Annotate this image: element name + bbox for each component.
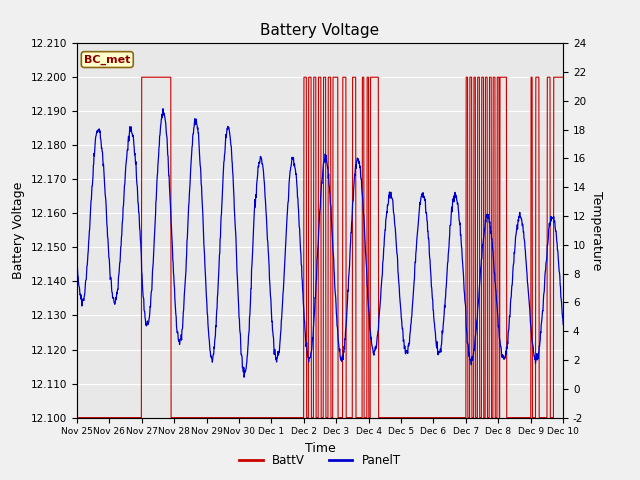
Y-axis label: Temperature: Temperature	[590, 191, 603, 270]
Title: Battery Voltage: Battery Voltage	[260, 23, 380, 38]
Y-axis label: Battery Voltage: Battery Voltage	[12, 182, 25, 279]
Text: BC_met: BC_met	[84, 54, 131, 65]
X-axis label: Time: Time	[305, 442, 335, 455]
Legend: BattV, PanelT: BattV, PanelT	[234, 449, 406, 472]
